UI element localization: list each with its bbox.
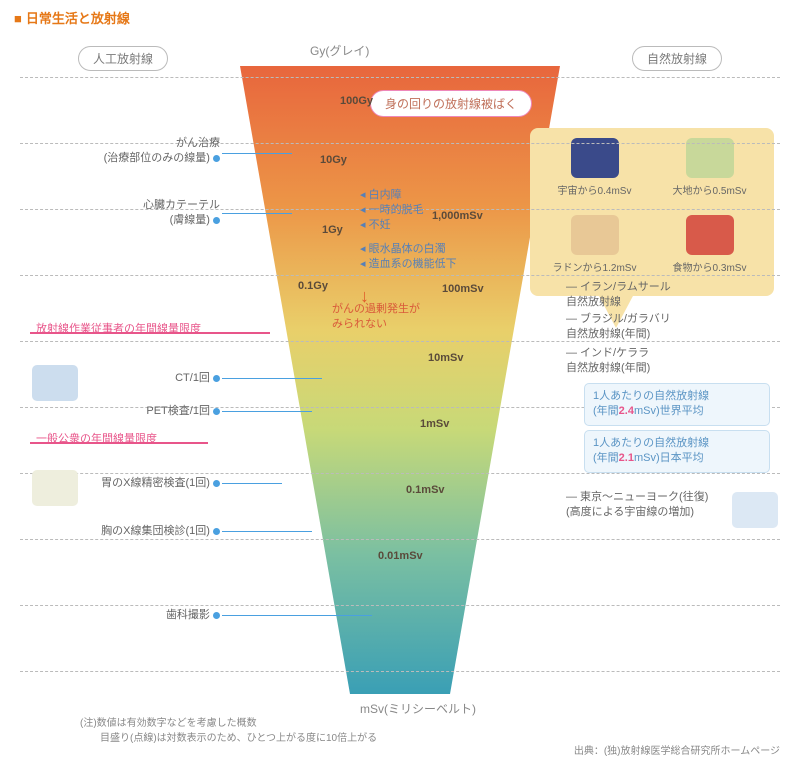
left-header: 人工放射線 [78,46,168,71]
artificial-source: がん治療(治療部位のみの線量) [40,136,220,167]
scale-tick: 10Gy [320,154,347,166]
plane-icon [732,492,778,528]
stomach-icon [32,470,78,506]
scale-tick: 1Gy [322,224,343,236]
artificial-source: 歯科撮影 [40,608,220,623]
scale-tick: 100mSv [442,283,484,295]
limit-label: 放射線作業従事者の年間線量限度 [36,320,201,336]
funnel-chart [240,66,560,698]
scale-tick: 0.01mSv [378,550,423,562]
scale-tick: 1,000mSv [432,210,483,222]
scale-tick: 100Gy [340,95,373,107]
average-box: 1人あたりの自然放射線(年間2.4mSv)世界平均 [584,383,770,426]
natural-source-item: 大地から0.5mSv [655,138,764,209]
natural-sources-box: 宇宙から0.4mSv大地から0.5mSvラドンから1.2mSv食物から0.3mS… [530,128,774,296]
footnote-left: (注)数値は有効数字などを考慮した概数 目盛り(点線)は対数表示のため、ひとつ上… [80,716,377,746]
limit-label: 一般公衆の年間線量限度 [36,430,157,446]
footnote-right: 出典：(独)放射線医学総合研究所ホームページ [574,744,780,759]
natural-source-item: 宇宙から0.4mSv [540,138,649,209]
no-excess-cancer: がんの過剰発生がみられない [332,302,420,333]
natural-location: — ブラジル/ガラバリ自然放射線(年間) [566,312,671,343]
natural-location: — イラン/ラムサール自然放射線 [566,280,671,311]
unit-gy: Gy(グレイ) [310,42,369,59]
average-box: 1人あたりの自然放射線(年間2.1mSv)日本平均 [584,430,770,473]
ct-icon [32,365,78,401]
unit-msv: mSv(ミリシーベルト) [360,700,476,717]
health-effect: ◂ 眼水晶体の白濁 [360,240,446,256]
natural-location: — インド/ケララ自然放射線(年間) [566,346,650,377]
artificial-source: 胸のX線集団検診(1回) [40,524,220,539]
scale-tick: 1mSv [420,418,449,430]
right-header: 自然放射線 [632,46,722,71]
page-title: ■日常生活と放射線 [14,8,130,27]
scale-tick: 0.1mSv [406,484,445,496]
health-effect: ◂ 造血系の機能低下 [360,255,457,271]
health-effect: ◂ 不妊 [360,216,391,232]
scale-tick: 0.1Gy [298,280,328,292]
scale-tick: 10mSv [428,352,463,364]
artificial-source: PET検査/1回 [40,404,220,419]
artificial-source: 心臓カテーテル(膚線量) [40,198,220,229]
exposure-badge: 身の回りの放射線被ばく [370,90,532,117]
health-effect: ◂ 白内障 [360,186,402,202]
health-effect: ◂ 一時的脱毛 [360,201,424,217]
natural-location: — 東京〜ニューヨーク(往復)(高度による宇宙線の増加) [566,490,708,521]
